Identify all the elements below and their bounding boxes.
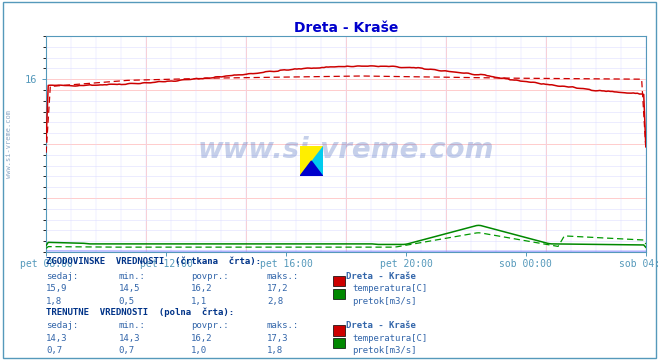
Text: povpr.:: povpr.: — [191, 321, 229, 330]
Text: Dreta - Kraše: Dreta - Kraše — [346, 272, 416, 281]
Text: temperatura[C]: temperatura[C] — [353, 284, 428, 293]
Text: 14,3: 14,3 — [119, 334, 140, 343]
Text: 1,1: 1,1 — [191, 297, 207, 306]
Text: 17,3: 17,3 — [267, 334, 289, 343]
Text: pretok[m3/s]: pretok[m3/s] — [353, 346, 417, 355]
Text: www.si-vreme.com: www.si-vreme.com — [198, 136, 494, 165]
Text: 14,3: 14,3 — [46, 334, 68, 343]
Text: www.si-vreme.com: www.si-vreme.com — [5, 110, 12, 178]
Text: 17,2: 17,2 — [267, 284, 289, 293]
Text: maks.:: maks.: — [267, 321, 299, 330]
Text: 16,2: 16,2 — [191, 334, 213, 343]
Text: min.:: min.: — [119, 321, 146, 330]
Text: 15,9: 15,9 — [46, 284, 68, 293]
Text: 0,7: 0,7 — [46, 346, 62, 355]
Text: 1,8: 1,8 — [267, 346, 283, 355]
Text: 0,5: 0,5 — [119, 297, 134, 306]
Polygon shape — [300, 146, 323, 176]
Text: TRENUTNE  VREDNOSTI  (polna  črta):: TRENUTNE VREDNOSTI (polna črta): — [46, 308, 234, 317]
Text: 1,8: 1,8 — [46, 297, 62, 306]
Text: min.:: min.: — [119, 272, 146, 281]
Text: povpr.:: povpr.: — [191, 272, 229, 281]
Text: 2,8: 2,8 — [267, 297, 283, 306]
Polygon shape — [300, 161, 323, 176]
Text: 0,7: 0,7 — [119, 346, 134, 355]
Text: Dreta - Kraše: Dreta - Kraše — [346, 321, 416, 330]
Text: sedaj:: sedaj: — [46, 321, 78, 330]
Text: maks.:: maks.: — [267, 272, 299, 281]
Title: Dreta - Kraše: Dreta - Kraše — [294, 21, 398, 35]
Text: temperatura[C]: temperatura[C] — [353, 334, 428, 343]
Text: 16,2: 16,2 — [191, 284, 213, 293]
Polygon shape — [300, 146, 323, 176]
Text: pretok[m3/s]: pretok[m3/s] — [353, 297, 417, 306]
Text: sedaj:: sedaj: — [46, 272, 78, 281]
Text: 1,0: 1,0 — [191, 346, 207, 355]
Text: ZGODOVINSKE  VREDNOSTI  (črtkana  črta):: ZGODOVINSKE VREDNOSTI (črtkana črta): — [46, 257, 261, 266]
Text: 14,5: 14,5 — [119, 284, 140, 293]
